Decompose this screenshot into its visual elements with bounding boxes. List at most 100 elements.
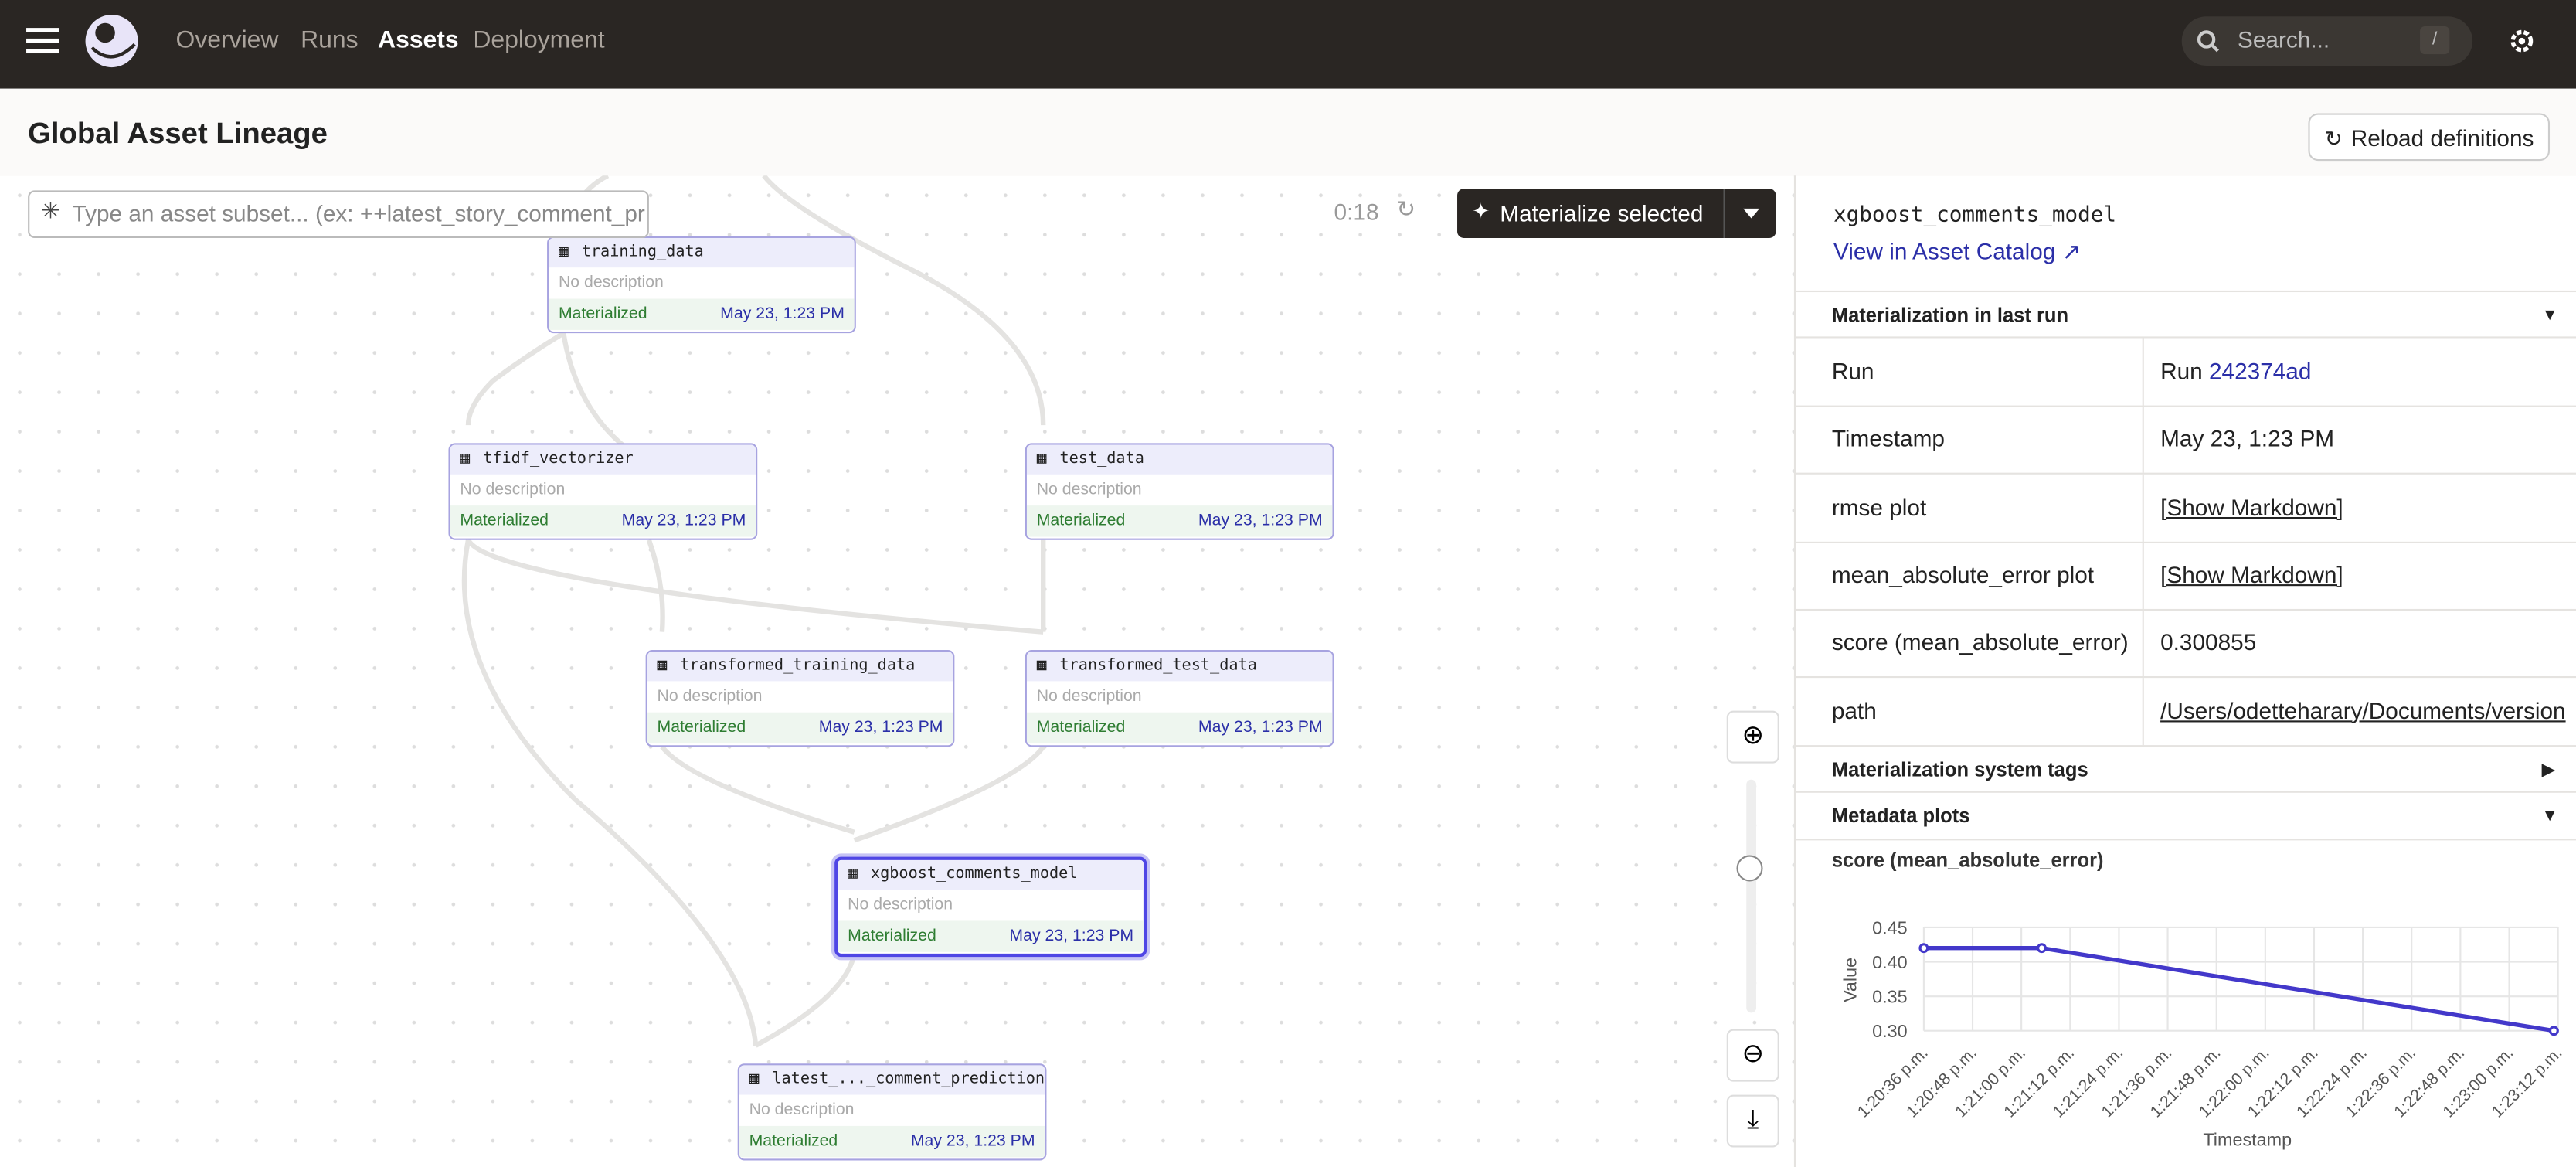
reload-button[interactable]: ↻ Reload definitions [2308,113,2551,162]
button-label: Reload definitions [2350,124,2534,151]
node-title: ▦ tfidf_vectorizer [450,444,756,475]
asset-filter[interactable]: ✳ Type an asset subset... (ex: ++latest_… [28,190,649,238]
asset-node[interactable]: ▦ test_data No description Materialized May … [1025,443,1334,540]
row-value-text: May 23, 1:23 PM [2160,425,2335,452]
catalog-link[interactable]: View in Asset Catalog ↗ [1833,237,2082,264]
node-status: Materialized May 23, 1:23 PM [1026,505,1333,537]
node-name: latest_..._comment_predictions [772,1070,1047,1089]
top-nav: Overview Runs Assets Deployment Search..… [0,0,2576,89]
timestamp: May 23, 1:23 PM [818,719,943,737]
node-status: Materialized May 23, 1:23 PM [838,920,1144,952]
asset-node[interactable]: ▦ xgboost_comments_model No description Mat… [834,856,1147,958]
asset-name: xgboost_comments_model [1833,203,2117,229]
timestamp: May 23, 1:23 PM [1198,512,1323,530]
node-status: Materialized May 23, 1:23 PM [549,298,855,330]
metadata-row: Timestamp May 23, 1:23 PM [1796,406,2576,475]
section-header[interactable]: Materialization in last run ▼ [1796,290,2576,339]
timestamp: May 23, 1:23 PM [720,305,845,324]
node-status: Materialized May 23, 1:23 PM [739,1125,1045,1158]
row-value: Run 242374ad [2160,339,2311,406]
divider [2142,406,2144,474]
zoom-controls: ⊕ ⊖ [1726,710,1779,1082]
y-tick-label: 0.35 [1872,987,1907,1007]
zoom-out[interactable]: ⊖ [1726,1029,1779,1082]
node-name: transformed_test_data [1059,656,1257,675]
download-button[interactable]: ⤓ [1726,1094,1779,1148]
refresh-timer: 0:18 [1334,198,1379,225]
asset-node[interactable]: ▦ latest_..._comment_predictions No descri… [737,1063,1047,1161]
nav-link[interactable]: Overview [175,26,279,55]
filter-placeholder: Type an asset subset... (ex: ++latest_st… [72,200,645,227]
node-title: ▦ latest_..._comment_predictions [739,1065,1047,1095]
logo[interactable] [82,12,141,70]
data-point [1918,943,1929,954]
button-label: Materialize selected [1500,200,1704,227]
nav-link[interactable]: Deployment [473,26,605,55]
nav-link[interactable]: Assets [378,26,459,55]
asset-node[interactable]: ▦ transformed_training_data No description… [645,650,955,747]
row-value: 0.300855 [2160,609,2256,676]
row-value-text: 0.300855 [2160,628,2257,655]
section-title: Materialization in last run [1831,303,2069,327]
row-value-text[interactable]: /Users/odetteharary/Documents/version [2160,696,2566,723]
edges [461,175,1046,1048]
metadata-row: rmse plot [Show Markdown] [1796,473,2576,543]
y-axis-title: Value [1840,958,1861,1002]
y-tick-label: 0.30 [1872,1021,1907,1041]
metadata-chart: score (mean_absolute_error) Timestamp Va… [1832,849,2566,1149]
row-label: rmse plot [1831,493,1927,520]
timestamp: May 23, 1:23 PM [621,512,746,530]
row-value-text[interactable]: [Show Markdown] [2160,561,2343,588]
node-description: No description [657,687,763,706]
table-icon: ▦ [1036,449,1047,468]
status: Materialized [460,512,549,530]
settings-icon[interactable] [2509,28,2535,54]
nav-link[interactable]: Runs [301,26,359,55]
search-placeholder: Search... [2238,26,2330,53]
node-status: Materialized May 23, 1:23 PM [1026,712,1333,744]
chart-title: score (mean_absolute_error) [1832,849,2104,871]
timestamp: May 23, 1:23 PM [910,1132,1035,1151]
status: Materialized [749,1132,838,1151]
page-header: Global Asset Lineage ↻ Reload definitions [0,88,2576,178]
metadata-row: Run Run 242374ad [1796,338,2576,407]
status: Materialized [657,719,746,737]
timestamp: May 23, 1:23 PM [1009,927,1134,946]
node-status: Materialized May 23, 1:23 PM [647,712,953,744]
search-box[interactable]: Search... / [2181,16,2473,66]
status: Materialized [558,305,647,324]
section-header[interactable]: Metadata plots ▼ [1796,793,2576,841]
zoom-in[interactable]: ⊕ [1726,710,1779,764]
node-title: ▦ test_data [1026,444,1333,475]
asset-node[interactable]: ▦ training_data No description Materialized… [547,236,856,334]
row-label: Timestamp [1831,425,1945,452]
row-label: score (mean_absolute_error) [1831,628,2129,655]
divider [2142,677,2144,745]
row-value: /Users/odetteharary/Documents/version [2160,677,2565,744]
section-title: Metadata plots [1831,804,1970,828]
node-name: training_data [581,243,704,261]
refresh-icon[interactable]: ↻ [1396,195,1416,222]
status: Materialized [1036,512,1126,530]
materialize-button[interactable]: ✦ Materialize selected [1457,189,1776,238]
y-tick-label: 0.40 [1872,952,1907,972]
asset-node[interactable]: ▦ transformed_test_data No description Mate… [1025,650,1334,747]
section-header[interactable]: Materialization system tags ▶ [1796,745,2576,793]
menu-icon[interactable] [26,25,63,57]
table-icon: ▦ [657,656,668,675]
row-value-text[interactable]: 242374ad [2208,357,2312,384]
divider [2142,541,2144,609]
data-point [2036,943,2047,954]
row-value: [Show Markdown] [2160,474,2343,541]
node-title: ▦ xgboost_comments_model [838,859,1144,890]
node-name: tfidf_vectorizer [483,449,634,468]
zoom-slider[interactable] [1736,855,1763,882]
node-name: xgboost_comments_model [870,865,1078,883]
shortcut: / [2420,26,2450,55]
lineage-graph: ▦ training_data No description Materialized… [0,175,1794,1167]
asset-node[interactable]: ▦ tfidf_vectorizer No description Materiali… [448,443,758,540]
node-title: ▦ training_data [549,237,855,268]
row-value-text[interactable]: [Show Markdown] [2160,493,2343,520]
